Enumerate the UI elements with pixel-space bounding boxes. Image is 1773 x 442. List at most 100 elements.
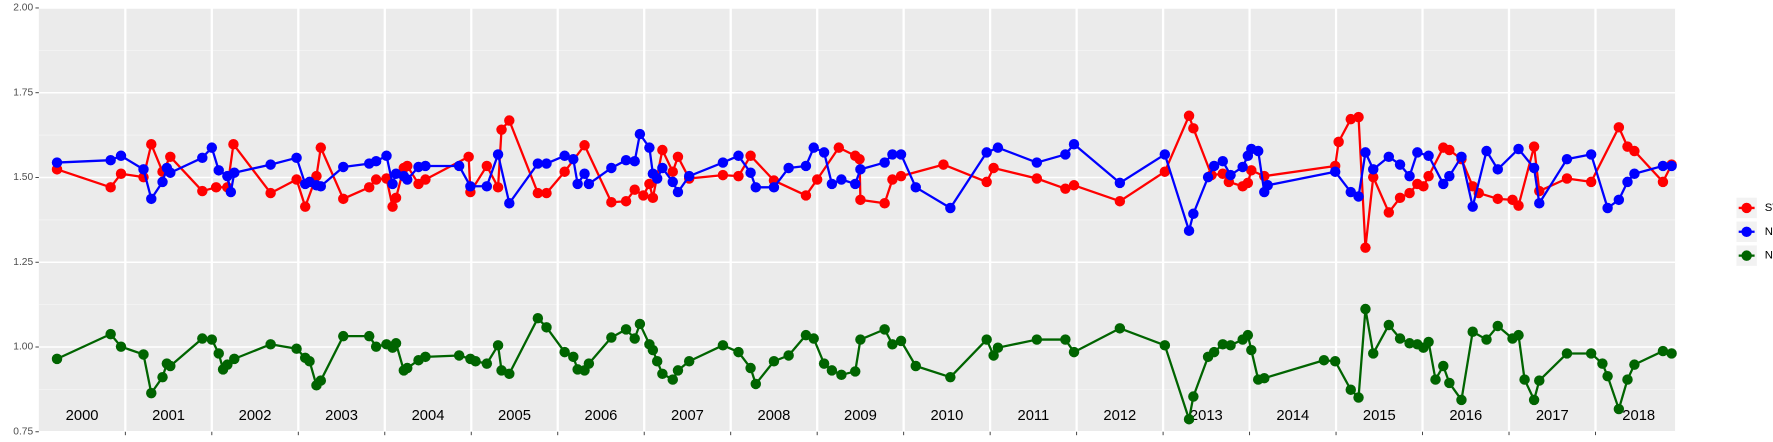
data-point [165, 167, 176, 178]
data-point [818, 147, 830, 158]
data-point [541, 187, 552, 199]
data-point [229, 167, 240, 178]
data-point [1217, 168, 1228, 179]
year-label: 2018 [1622, 408, 1655, 424]
data-point [1345, 384, 1356, 395]
data-point [647, 192, 659, 204]
data-point [992, 142, 1004, 153]
year-label: 2001 [152, 408, 185, 424]
data-point [504, 198, 515, 209]
data-point [51, 353, 63, 365]
data-point [717, 157, 729, 168]
data-point [559, 166, 570, 177]
data-point [1438, 178, 1449, 190]
data-point [1467, 326, 1478, 337]
data-point [1657, 160, 1669, 172]
data-point [1412, 147, 1423, 158]
data-point [197, 152, 208, 164]
data-point [745, 150, 756, 162]
data-point [808, 333, 819, 344]
data-point [1423, 336, 1434, 348]
data-point [717, 169, 729, 181]
data-point [229, 353, 240, 365]
data-point [402, 160, 413, 172]
data-point [481, 160, 493, 172]
data-point [51, 157, 63, 168]
data-point [1561, 348, 1573, 359]
data-point [1360, 303, 1371, 315]
data-point [1629, 359, 1640, 370]
data-point [338, 330, 349, 342]
data-point [1183, 110, 1195, 122]
y-tick-label: 1.00 [13, 342, 33, 353]
data-point [606, 197, 617, 208]
data-point [1188, 391, 1199, 402]
data-point [390, 338, 402, 349]
data-point [1629, 168, 1640, 179]
data-point [1246, 344, 1257, 356]
data-point [879, 157, 890, 168]
data-point [1217, 155, 1228, 167]
year-label: 2007 [671, 408, 704, 424]
data-point [1528, 394, 1540, 406]
data-point [402, 362, 413, 374]
data-point [910, 182, 921, 193]
data-point [1345, 186, 1356, 198]
data-point [879, 324, 890, 335]
data-point [988, 350, 999, 361]
data-point [1188, 123, 1199, 134]
data-point [338, 193, 349, 205]
data-point [559, 150, 570, 162]
data-point [1114, 195, 1126, 207]
data-point [938, 159, 949, 170]
data-point [750, 182, 762, 193]
data-point [311, 170, 322, 182]
data-point [572, 178, 583, 190]
data-point [1318, 355, 1330, 366]
data-point [213, 348, 224, 359]
data-point [1360, 147, 1371, 158]
data-point [265, 187, 276, 199]
data-point [381, 150, 392, 162]
data-point [559, 346, 570, 358]
data-point [620, 195, 632, 207]
data-point [504, 115, 515, 126]
data-point [855, 194, 866, 206]
data-point [836, 369, 847, 381]
data-point [811, 174, 823, 185]
data-point [504, 368, 515, 380]
data-point [1202, 171, 1214, 183]
data-point [363, 182, 375, 193]
data-point [1602, 370, 1613, 382]
data-point [1188, 208, 1199, 219]
data-point [213, 165, 224, 176]
data-point [1225, 169, 1236, 181]
data-point [1060, 183, 1071, 194]
data-point [629, 155, 640, 167]
data-point [895, 335, 907, 347]
data-point [657, 162, 668, 174]
data-point [657, 144, 668, 156]
legend-dot [1741, 202, 1752, 214]
data-point [855, 334, 866, 345]
data-point [1159, 149, 1171, 160]
data-point [579, 140, 590, 151]
data-point [390, 192, 402, 204]
legend-dot [1741, 250, 1752, 261]
data-point [988, 162, 999, 174]
data-point [225, 186, 237, 198]
data-point [463, 151, 474, 163]
data-point [105, 328, 116, 340]
data-point [197, 333, 208, 344]
data-point [532, 187, 544, 199]
data-point [1456, 394, 1467, 406]
data-point [228, 139, 239, 150]
data-point [470, 356, 481, 367]
data-point [783, 162, 794, 174]
data-point [1217, 339, 1228, 350]
data-point [683, 170, 695, 182]
data-point [1068, 180, 1080, 191]
data-point [1513, 329, 1524, 341]
data-point [981, 176, 992, 188]
data-point [1585, 348, 1597, 359]
